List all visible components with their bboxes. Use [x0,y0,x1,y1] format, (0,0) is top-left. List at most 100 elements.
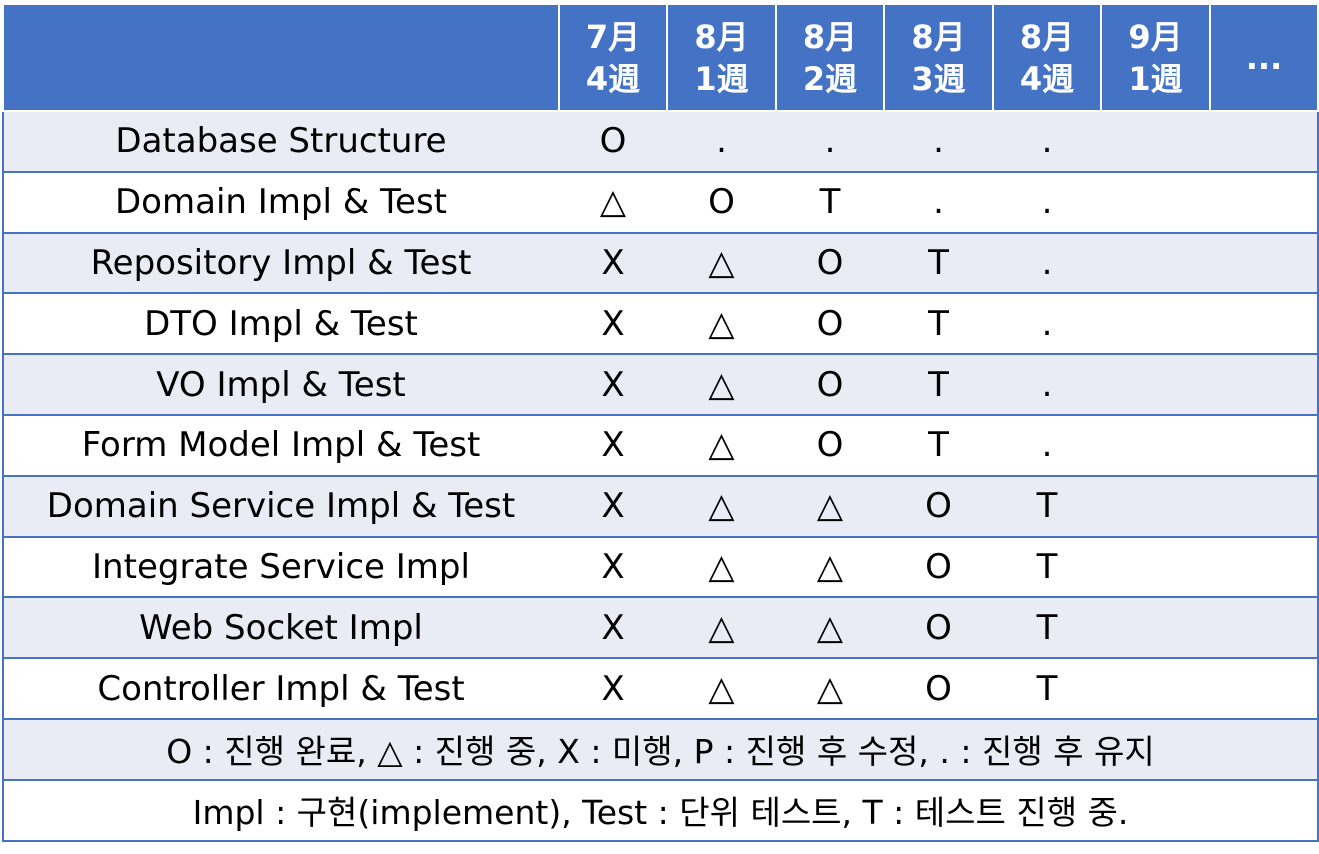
header-week-label: 4週 [585,59,641,98]
table-row: Database Structure O.... [2,110,1319,173]
table-row: Repository Impl & Test X △ O T. [2,231,1319,295]
status-cell [1101,170,1210,234]
status-cell: △ [667,292,776,356]
status-cell: O [776,292,884,356]
header-week-cell: 8月 1週 [666,3,777,112]
status-cell [1101,110,1210,173]
table-row: DTO Impl & Test X △ O T. [2,292,1319,356]
status-cell: O [884,596,993,660]
status-cell: △ [667,596,776,660]
header-row: 7月 4週 8月 1週 8月 2週 8月 3週 8月 4週 9月 1週... [2,3,1319,112]
status-cell: O [884,657,993,720]
status-cell: O [884,474,993,538]
status-cell: X [559,657,667,720]
status-cell: . [884,110,993,173]
legend-row: Impl : 구현(implement), Test : 단위 테스트, T :… [2,778,1319,842]
status-cell: T [884,292,993,356]
header-week-label: 1週 [1128,59,1183,98]
header-week-label: 2週 [802,59,858,98]
status-cell: T [884,353,993,416]
table-row: Web Socket Impl X △ △ O T [2,596,1319,660]
status-cell: . [993,110,1101,173]
header-week-cell: 8月 2週 [775,3,885,112]
status-cell: . [884,170,993,234]
status-cell [1101,353,1210,416]
legend-row: O : 진행 완료, △ : 진행 중, X : 미행, P : 진행 후 수정… [2,717,1319,781]
status-cell [1101,292,1210,356]
status-cell: T [993,657,1101,720]
status-cell: T [884,231,993,295]
table-row: Domain Service Impl & Test X △ △ O T [2,474,1319,538]
table-row: Controller Impl & Test X △ △ O T [2,657,1319,720]
task-name-cell: Web Socket Impl [2,596,559,660]
task-name-cell: Database Structure [2,110,559,173]
task-name-cell: VO Impl & Test [2,353,559,416]
status-cell: △ [667,353,776,416]
status-cell: △ [776,596,884,660]
status-cell: X [559,413,667,477]
status-cell: △ [776,474,884,538]
header-month-label: 8月 [1019,17,1075,56]
status-cell [1101,596,1210,660]
header-month-label: 9月 [1128,17,1183,56]
status-cell: X [559,535,667,599]
status-cell: . [993,231,1101,295]
header-corner-cell [2,3,560,112]
header-month-label: 8月 [911,17,966,56]
header-month-label: 8月 [802,17,858,56]
status-cell: . [993,170,1101,234]
status-cell: X [559,596,667,660]
status-cell [1101,535,1210,599]
status-cell [1210,170,1319,234]
task-name-cell: Integrate Service Impl [2,535,559,599]
status-cell: . [667,110,776,173]
header-month-label: 8月 [694,17,749,56]
header-week-label: 4週 [1019,59,1075,98]
header-week-cell: 9月 1週 [1100,3,1211,112]
status-cell: △ [667,657,776,720]
table-body: Database Structure O.... Domain Impl & Tes… [2,110,1319,842]
status-cell [1210,353,1319,416]
status-cell [1101,474,1210,538]
schedule-table: 7月 4週 8月 1週 8月 2週 8月 3週 8月 4週 9月 1週... Database Str… [2,3,1319,842]
status-cell: X [559,353,667,416]
status-cell: T [993,596,1101,660]
status-cell: X [559,474,667,538]
task-name-cell: Domain Impl & Test [2,170,559,234]
legend-text: O : 진행 완료, △ : 진행 중, X : 미행, P : 진행 후 수정… [2,717,1319,781]
status-cell: O [667,170,776,234]
status-cell: △ [667,413,776,477]
status-cell: △ [667,231,776,295]
status-cell: △ [667,535,776,599]
header-week-cell: 8月 3週 [883,3,994,112]
status-cell [1210,657,1319,720]
task-name-cell: Controller Impl & Test [2,657,559,720]
status-cell: T [993,474,1101,538]
status-cell [1210,110,1319,173]
status-cell: T [884,413,993,477]
legend-text: Impl : 구현(implement), Test : 단위 테스트, T :… [2,778,1319,842]
status-cell [1210,292,1319,356]
status-cell: △ [776,657,884,720]
status-cell [1101,413,1210,477]
status-cell [1210,535,1319,599]
status-cell: T [993,535,1101,599]
header-week-cell: 7月 4週 [558,3,668,112]
task-name-cell: Domain Service Impl & Test [2,474,559,538]
status-cell: X [559,231,667,295]
status-cell: △ [559,170,667,234]
status-cell: O [884,535,993,599]
header-week-label: 3週 [911,59,966,98]
status-cell: △ [667,474,776,538]
table-row: VO Impl & Test X △ O T. [2,353,1319,416]
header-week-cell: 8月 4週 [992,3,1102,112]
status-cell [1210,474,1319,538]
status-cell [1210,596,1319,660]
status-cell [1210,413,1319,477]
task-name-cell: Form Model Impl & Test [2,413,559,477]
status-cell: O [559,110,667,173]
task-name-cell: DTO Impl & Test [2,292,559,356]
status-cell: . [993,353,1101,416]
status-cell [1210,231,1319,295]
table-row: Domain Impl & Test △ O T.. [2,170,1319,234]
